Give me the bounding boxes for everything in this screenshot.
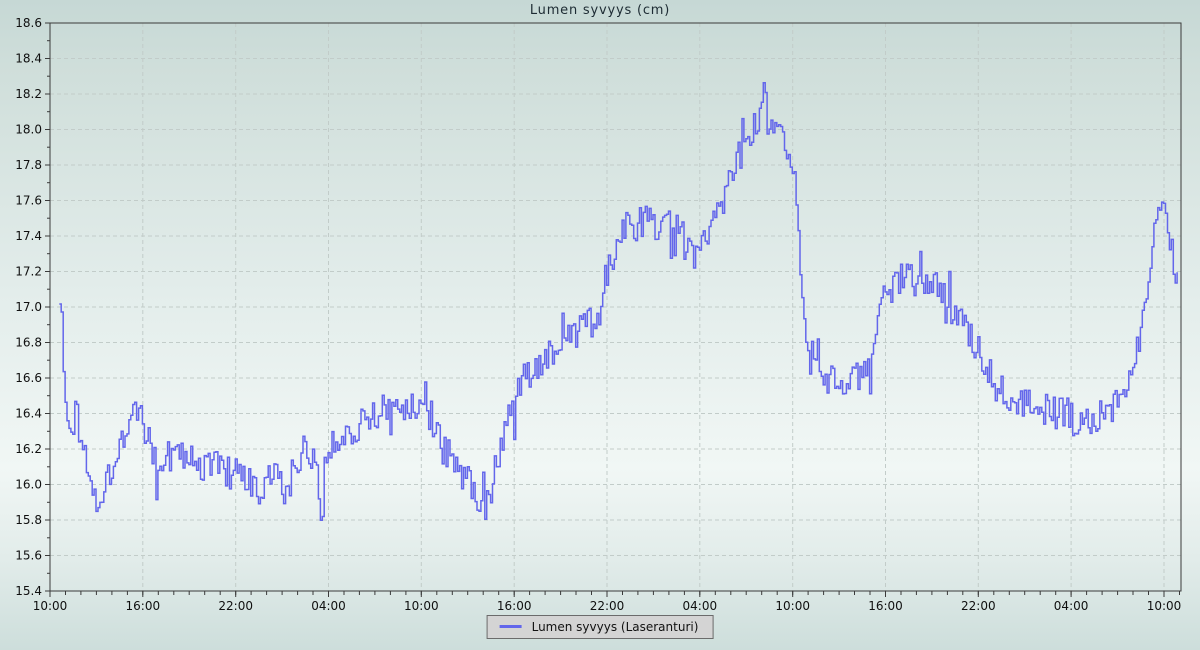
y-tick-label: 16.0: [15, 478, 42, 492]
x-axis: 10:00 16:00 22:00 04:00 10:00 16:00 22:00 04:00…: [33, 591, 1182, 613]
y-tick-label: 15.4: [15, 584, 42, 598]
x-tick-label: 16:00: [126, 599, 161, 613]
x-tick-label: 10:00: [775, 599, 810, 613]
y-tick-label: 17.8: [15, 158, 42, 172]
x-tick-label: 22:00: [218, 599, 253, 613]
y-tick-label: 17.4: [15, 229, 42, 243]
y-tick-label: 16.8: [15, 336, 42, 350]
x-tick-label: 04:00: [683, 599, 718, 613]
y-tick-label: 16.2: [15, 442, 42, 456]
chart-title: Lumen syvyys (cm): [529, 3, 671, 18]
y-tick-label: 18.0: [15, 123, 42, 137]
y-tick-label: 18.4: [15, 52, 42, 66]
y-tick-label: 16.4: [15, 407, 42, 421]
gridlines: [49, 22, 1181, 592]
legend-line-sample-icon: [499, 625, 522, 628]
x-tick-label: 10:00: [404, 599, 439, 613]
y-tick-label: 17.0: [15, 300, 42, 314]
y-tick-label: 18.2: [15, 87, 42, 101]
legend-label: Lumen syvyys (Laseranturi): [531, 619, 699, 634]
x-tick-label: 10:00: [33, 599, 68, 613]
x-tick-label: 10:00: [1147, 599, 1182, 613]
y-tick-label: 17.6: [15, 194, 42, 208]
x-tick-label: 22:00: [961, 599, 996, 613]
y-tick-label: 15.6: [15, 549, 42, 563]
y-tick-label: 17.2: [15, 265, 42, 279]
y-tick-label: 15.8: [15, 513, 42, 527]
x-tick-label: 22:00: [590, 599, 625, 613]
x-tick-label: 16:00: [868, 599, 903, 613]
x-tick-label: 04:00: [1054, 599, 1089, 613]
y-tick-label: 16.6: [15, 371, 42, 385]
y-axis: 15.4 15.6 15.8 16.0 16.2 16.4 16.6 16.8 17.0 17.2…: [15, 16, 50, 598]
y-tick-label: 18.6: [15, 16, 42, 30]
legend: Lumen syvyys (Laseranturi): [486, 615, 714, 639]
x-tick-label: 04:00: [311, 599, 346, 613]
x-tick-label: 16:00: [497, 599, 532, 613]
series-line: [59, 81, 1178, 521]
